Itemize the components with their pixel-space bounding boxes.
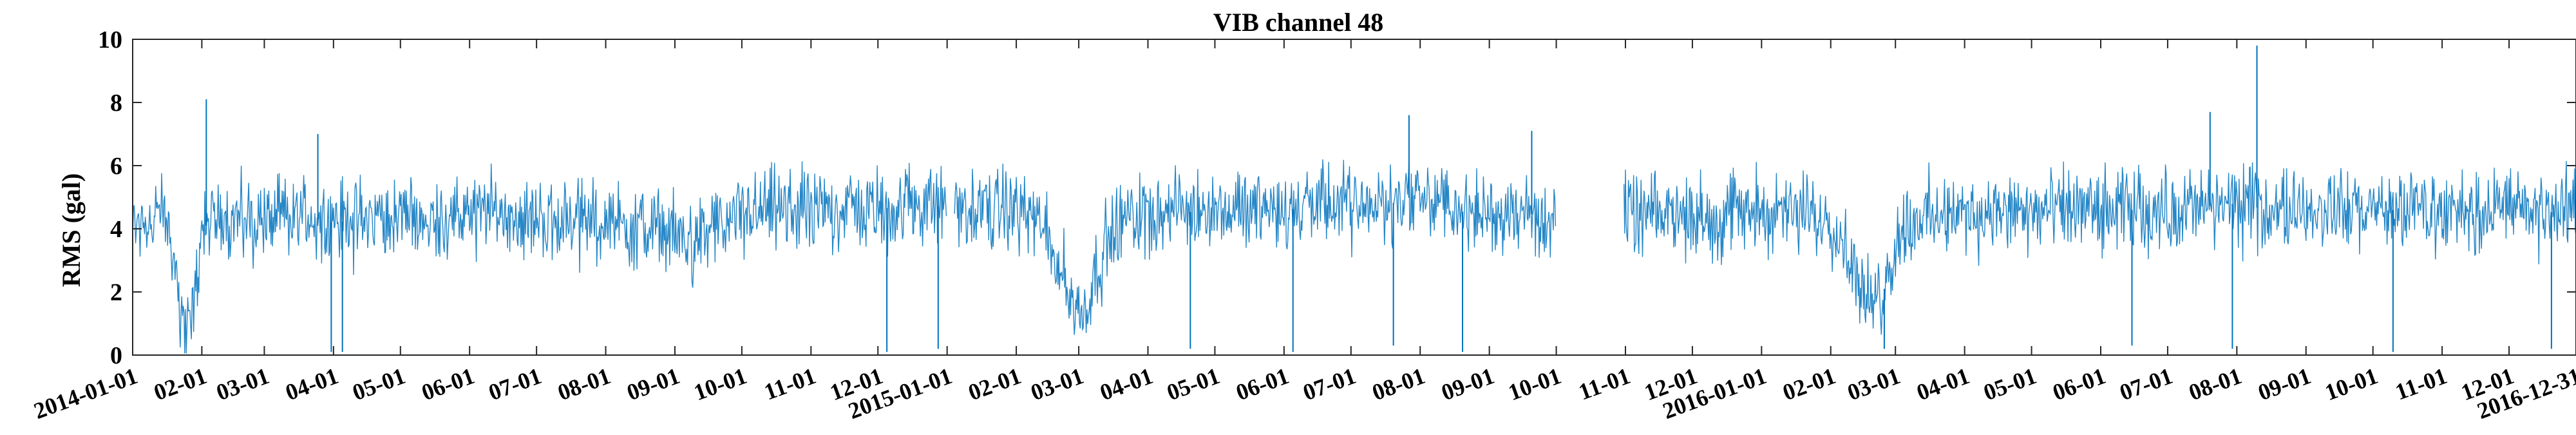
- plot-frame: [132, 39, 2576, 356]
- x-tick-label: 02-01: [965, 363, 1025, 405]
- x-tick-label: 09-01: [623, 363, 683, 405]
- x-tick-label: 04-01: [282, 363, 342, 405]
- x-tick-label: 05-01: [349, 363, 409, 405]
- y-tick-label: 4: [110, 216, 122, 243]
- series-line-segment: [132, 161, 947, 354]
- x-tick-label: 03-01: [1027, 363, 1087, 405]
- series-line-segment: [1624, 160, 2576, 335]
- x-tick-label: 02-01: [151, 363, 211, 405]
- x-tick-label: 04-01: [1097, 363, 1157, 405]
- x-tick-label: 06-01: [1233, 363, 1293, 405]
- x-tick-label: 2014-01-01: [30, 363, 141, 424]
- y-axis-label: RMS (gal): [57, 173, 86, 287]
- chart-title: VIB channel 48: [1213, 8, 1384, 37]
- x-tick-label: 10-01: [2322, 363, 2382, 405]
- y-tick-label: 8: [110, 90, 122, 117]
- x-tick-label: 11-01: [1575, 363, 1634, 405]
- x-tick-label: 11-01: [761, 363, 819, 405]
- x-tick-label: 07-01: [485, 363, 545, 405]
- x-tick-label: 09-01: [2255, 363, 2315, 405]
- x-tick-label: 03-01: [213, 363, 273, 405]
- x-tick-label: 04-01: [1913, 363, 1973, 405]
- y-tick-label: 0: [110, 342, 122, 369]
- x-tick-label: 06-01: [2049, 363, 2109, 405]
- x-tick-label: 10-01: [1505, 363, 1565, 405]
- x-tick-label: 07-01: [2116, 363, 2176, 405]
- y-tick-label: 6: [110, 153, 122, 180]
- x-tick-label: 08-01: [554, 363, 614, 405]
- series-line-segment: [954, 159, 1557, 335]
- x-tick-label: 08-01: [1368, 363, 1428, 405]
- x-tick-label: 03-01: [1844, 363, 1904, 405]
- data-series-layer: [132, 45, 2576, 354]
- x-tick-label: 09-01: [1438, 363, 1498, 405]
- x-tick-label: 11-01: [2392, 363, 2450, 405]
- x-tick-label: 08-01: [2185, 363, 2245, 405]
- x-tick-label: 07-01: [1300, 363, 1359, 405]
- x-tick-label: 02-01: [1779, 363, 1839, 405]
- x-tick-label: 05-01: [1980, 363, 2040, 405]
- y-tick-label: 2: [110, 279, 122, 306]
- x-tick-label: 05-01: [1164, 363, 1224, 405]
- y-tick-label: 10: [98, 26, 122, 53]
- x-tick-label: 06-01: [418, 363, 478, 405]
- x-tick-label: 10-01: [690, 363, 750, 405]
- y-axis-ticks: 0 2 4 6 8 10: [98, 26, 2576, 369]
